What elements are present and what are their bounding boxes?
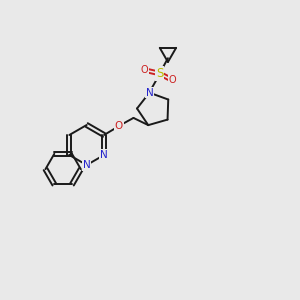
Text: N: N bbox=[146, 88, 153, 98]
Text: O: O bbox=[115, 121, 123, 131]
Text: S: S bbox=[156, 67, 164, 80]
Text: N: N bbox=[83, 160, 91, 170]
Text: O: O bbox=[141, 65, 148, 75]
Text: N: N bbox=[100, 150, 108, 160]
Text: O: O bbox=[168, 75, 176, 85]
